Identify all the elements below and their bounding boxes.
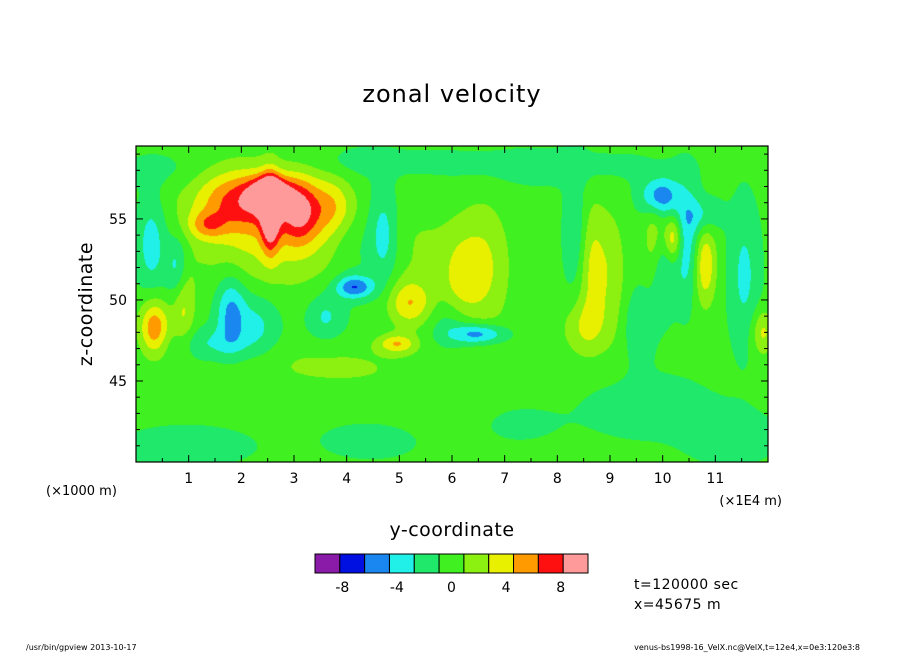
tick-marks xyxy=(135,146,769,462)
x-tick-label: 9 xyxy=(606,471,615,487)
y-tick-label: 45 xyxy=(109,374,127,390)
x-tick-label: 10 xyxy=(654,471,672,487)
colorbar-swatch xyxy=(463,553,490,574)
time-label: t=120000 sec xyxy=(634,577,739,593)
x-unit-left: (×1000 m) xyxy=(46,484,117,499)
footer-left: /usr/bin/gpview 2013-10-17 xyxy=(26,643,137,652)
x-axis-title: y-coordinate xyxy=(389,519,514,541)
colorbar-swatch xyxy=(364,553,390,574)
x-tick-label: 8 xyxy=(553,471,562,487)
colorbar-swatch xyxy=(537,553,564,574)
x-tick-label: 11 xyxy=(706,471,724,487)
colorbar-swatch xyxy=(413,553,440,574)
x-tick-label: 3 xyxy=(290,471,299,487)
x-tick-label: 7 xyxy=(500,471,509,487)
colorbar-swatch xyxy=(562,553,589,574)
y-tick-labels: 45 50 55 xyxy=(109,212,127,390)
y-tick-label: 50 xyxy=(109,293,127,309)
colorbar-swatch xyxy=(314,553,341,574)
colorbar-swatch xyxy=(488,553,515,574)
chart-title: zonal velocity xyxy=(362,80,541,108)
position-label: x=45675 m xyxy=(634,597,721,613)
y-tick-label: 55 xyxy=(109,212,127,228)
colorbar-tick-label: 0 xyxy=(447,580,456,596)
x-tick-label: 2 xyxy=(237,471,246,487)
colorbar-swatch xyxy=(388,553,415,574)
x-tick-label: 5 xyxy=(395,471,404,487)
plot-area xyxy=(135,145,769,463)
y-axis-title: z-coordinate xyxy=(75,242,97,366)
colorbar: -8 -4 0 4 8 xyxy=(314,553,589,596)
velocity-field xyxy=(136,146,768,462)
colorbar-tick-label: 4 xyxy=(502,580,511,596)
x-unit-right: (×1E4 m) xyxy=(719,494,782,509)
colorbar-tick-label: -4 xyxy=(390,580,404,596)
colorbar-swatch xyxy=(513,553,539,574)
colorbar-swatch xyxy=(339,553,366,574)
x-tick-label: 1 xyxy=(184,471,193,487)
x-tick-label: 4 xyxy=(342,471,351,487)
colorbar-tick-label: 8 xyxy=(556,580,565,596)
colorbar-tick-label: -8 xyxy=(335,580,349,596)
x-tick-label: 6 xyxy=(448,471,457,487)
footer-right: venus-bs1998-16_VelX.nc@VelX,t=12e4,x=0e… xyxy=(634,643,860,652)
colorbar-swatch xyxy=(438,553,465,574)
x-tick-labels: 1 2 3 4 5 6 7 8 9 10 11 xyxy=(184,471,724,487)
